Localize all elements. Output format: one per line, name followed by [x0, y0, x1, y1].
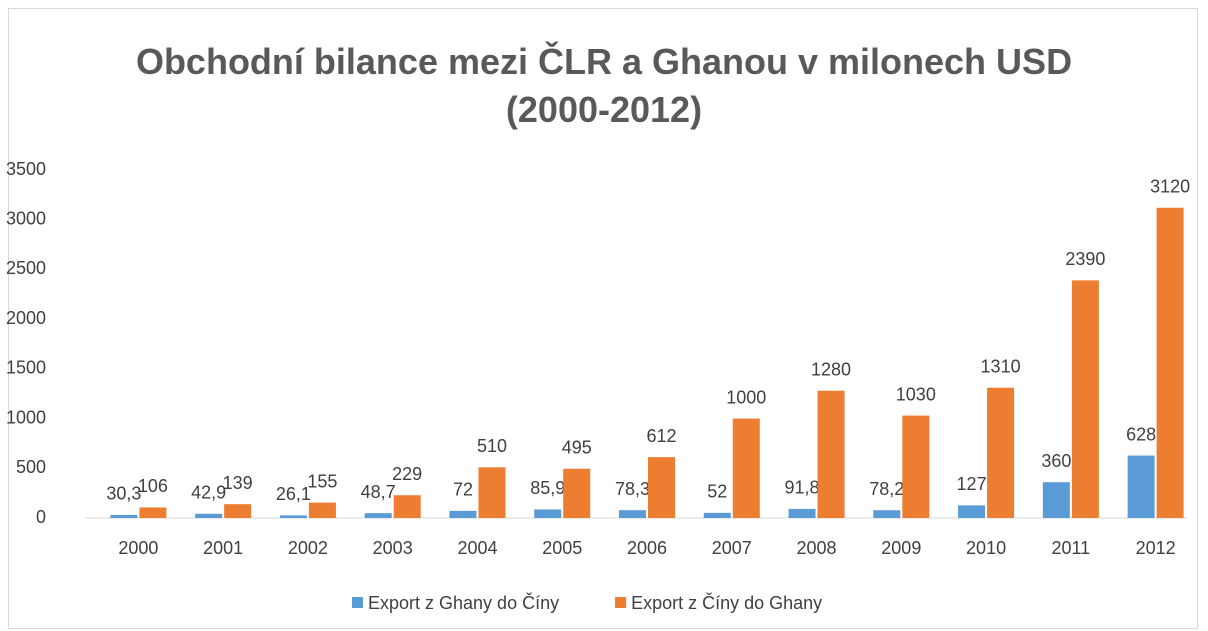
data-label: 42,9 — [191, 482, 226, 502]
chart-frame — [8, 8, 1198, 629]
legend-swatch — [615, 597, 627, 608]
bar — [619, 510, 646, 518]
data-label: 72 — [453, 480, 473, 500]
y-tick-label: 0 — [36, 507, 46, 527]
data-label: 628 — [1126, 424, 1156, 444]
bar — [279, 515, 307, 518]
data-label: 1310 — [981, 356, 1021, 376]
bar — [563, 468, 591, 518]
y-tick-label: 1000 — [6, 407, 46, 427]
data-label: 48,7 — [361, 482, 396, 502]
x-tick-label: 2001 — [203, 538, 243, 558]
bar — [364, 513, 392, 518]
bar — [817, 390, 845, 518]
x-tick-label: 2003 — [373, 538, 413, 558]
data-label: 78,2 — [869, 479, 904, 499]
x-tick-label: 2012 — [1136, 538, 1176, 558]
data-label: 91,8 — [785, 478, 820, 498]
legend-label: Export z Ghany do Číny — [368, 592, 559, 613]
y-tick-label: 3000 — [6, 208, 46, 228]
data-label: 30,3 — [106, 484, 141, 504]
y-tick-label: 2000 — [6, 308, 46, 328]
data-label: 1030 — [896, 384, 936, 404]
bar — [478, 467, 506, 518]
bar — [1156, 207, 1184, 519]
data-label: 3120 — [1150, 177, 1190, 197]
data-label: 139 — [223, 473, 253, 493]
data-label: 106 — [138, 476, 168, 496]
data-label: 1280 — [811, 359, 851, 379]
data-label: 78,3 — [615, 479, 650, 499]
bar — [1127, 455, 1155, 518]
data-label: 229 — [392, 464, 422, 484]
x-tick-label: 2000 — [118, 538, 158, 558]
data-label: 510 — [477, 436, 507, 456]
bar — [139, 507, 167, 518]
x-tick-label: 2009 — [881, 538, 921, 558]
chart-title: Obchodní bilance mezi ČLR a Ghanou v mil… — [135, 41, 1073, 130]
legend-label: Export z Číny do Ghany — [631, 592, 822, 613]
bar — [987, 387, 1015, 518]
x-tick-label: 2007 — [712, 538, 752, 558]
bar — [308, 502, 336, 518]
bar — [1042, 482, 1070, 518]
bar — [873, 510, 901, 518]
data-label: 52 — [707, 482, 727, 502]
x-tick-label: 2011 — [1051, 538, 1090, 558]
x-tick-label: 2002 — [288, 538, 328, 558]
data-label: 85,9 — [530, 478, 565, 498]
data-label: 1000 — [726, 387, 766, 407]
bar — [224, 504, 252, 518]
data-label: 495 — [562, 438, 592, 458]
data-label: 2390 — [1065, 249, 1105, 269]
x-tick-label: 2004 — [457, 538, 497, 558]
bar — [534, 509, 562, 518]
bar — [703, 512, 731, 518]
x-tick-label: 2008 — [797, 538, 837, 558]
bar — [958, 505, 986, 518]
legend-swatch — [352, 597, 363, 608]
data-label: 155 — [307, 471, 337, 491]
x-tick-label: 2010 — [966, 538, 1006, 558]
bar — [1071, 280, 1099, 518]
y-tick-label: 2500 — [6, 258, 46, 278]
bar — [393, 495, 421, 518]
data-label: 360 — [1041, 451, 1071, 471]
bar — [449, 510, 477, 518]
y-tick-label: 1500 — [6, 358, 46, 378]
bar — [732, 418, 760, 518]
data-label: 26,1 — [276, 484, 311, 504]
x-tick-label: 2005 — [542, 538, 582, 558]
x-tick-label: 2006 — [627, 538, 667, 558]
bar — [648, 457, 675, 518]
bar — [195, 513, 223, 518]
bar — [902, 415, 930, 518]
data-label: 612 — [646, 426, 676, 446]
bar — [788, 508, 816, 518]
bar — [110, 514, 138, 518]
y-tick-label: 3500 — [6, 159, 46, 179]
y-tick-label: 500 — [16, 457, 46, 477]
data-label: 127 — [957, 474, 987, 494]
